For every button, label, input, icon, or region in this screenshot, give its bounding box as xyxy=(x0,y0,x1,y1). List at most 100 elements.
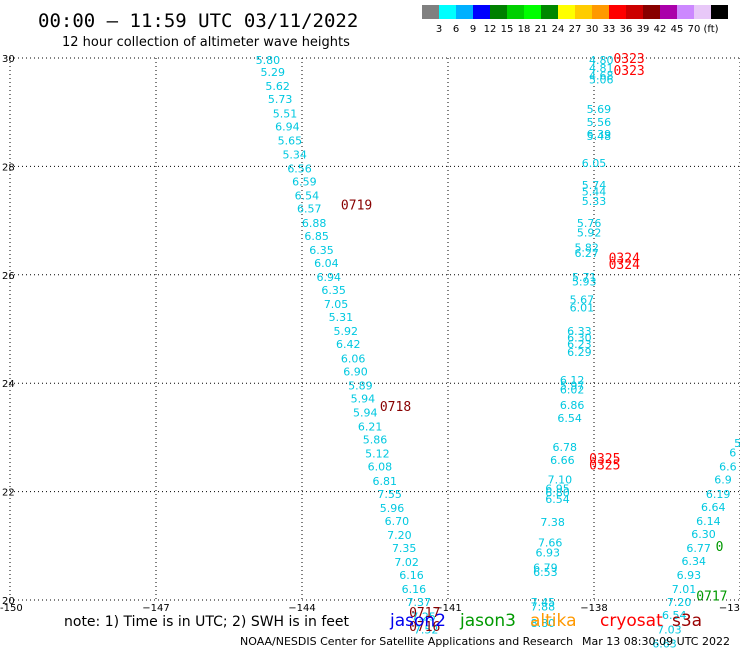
wave-height-label: 6.06 xyxy=(341,352,366,365)
wave-height-label: 6.88 xyxy=(302,217,327,230)
chart-subtitle: 12 hour collection of altimeter wave hei… xyxy=(62,35,350,50)
wave-height-label: 6.63 xyxy=(652,637,677,650)
wave-height-label: 7.35 xyxy=(392,542,417,555)
chart-title: 00:00 – 11:59 UTC 03/11/2022 xyxy=(38,10,358,32)
wave-height-label: 6.35 xyxy=(309,244,334,257)
scale-swatch xyxy=(609,5,626,19)
wave-height-label: 6.54 xyxy=(557,412,582,425)
wave-height-label: 6.05 xyxy=(582,157,607,170)
pass-time-label: 0324 xyxy=(609,251,640,266)
pass-time-label: 0717 xyxy=(409,606,440,621)
wave-height-label: 6.85 xyxy=(304,230,329,243)
wave-height-label: 5.65 xyxy=(278,134,303,147)
x-tick-label: −141 xyxy=(434,603,461,614)
scale-swatch xyxy=(541,5,558,19)
scale-swatch xyxy=(643,5,660,19)
scale-label: 70 xyxy=(688,24,701,35)
wave-height-label: 5.89 xyxy=(348,379,373,392)
wave-height-label: 6.53 xyxy=(533,566,558,579)
pass-time-label: 0716 xyxy=(409,620,440,635)
wave-height-label: 6.94 xyxy=(275,120,300,133)
wave-height-label: 6.39 xyxy=(587,128,612,141)
scale-label: 42 xyxy=(654,24,667,35)
x-tick-label: −138 xyxy=(580,603,607,614)
wave-height-label: 5.76 xyxy=(577,217,602,230)
satellite-legend-s3a: s3a xyxy=(672,611,702,631)
wave-height-label: 4.80 xyxy=(589,54,614,67)
wave-height-label: 6.78 xyxy=(553,441,578,454)
scale-label: 45 xyxy=(671,24,684,35)
wave-height-label: 7.01 xyxy=(672,583,697,596)
wave-height-label: 6.16 xyxy=(399,569,424,582)
wave-height-label: 7.45 xyxy=(531,596,556,609)
wave-height-label: 6.81 xyxy=(372,475,397,488)
timestamp: Mar 13 08:30:09 UTC 2022 xyxy=(582,635,730,648)
wave-height-label: 5.48 xyxy=(587,130,612,143)
x-tick-label: −144 xyxy=(288,603,315,614)
scale-label: 36 xyxy=(620,24,633,35)
wave-height-label: 6 xyxy=(729,447,736,460)
x-tick-label: −147 xyxy=(142,603,169,614)
wave-height-label: 6.56 xyxy=(287,163,312,176)
y-tick-label: 26 xyxy=(2,271,15,282)
scale-label: 18 xyxy=(518,24,531,35)
wave-height-label: 6.01 xyxy=(570,301,595,314)
wave-height-label: 6.54 xyxy=(295,190,320,203)
wave-height-label: 5.80 xyxy=(256,54,281,67)
wave-height-label: 5.34 xyxy=(282,148,307,161)
wave-height-label: 6.04 xyxy=(314,257,339,270)
wave-height-label: 6.66 xyxy=(550,454,575,467)
wave-height-label: 6.86 xyxy=(560,399,585,412)
wave-height-label: 7.66 xyxy=(538,537,563,550)
wave-height-label: 6.6 xyxy=(719,461,737,474)
pass-time-label: 0 xyxy=(716,540,724,555)
wave-height-label: 6.94 xyxy=(317,271,342,284)
wave-height-label: 6.35 xyxy=(321,284,346,297)
pass-time-label: 0323 xyxy=(613,64,644,79)
wave-height-label: 6.54 xyxy=(662,609,687,622)
wave-height-label: 7.10 xyxy=(548,474,573,487)
scale-label: 3 xyxy=(436,24,442,35)
wave-height-label: 7.52 xyxy=(414,623,439,636)
wave-height-label: 5.94 xyxy=(351,392,376,405)
scale-label: (ft) xyxy=(703,24,718,35)
scale-swatch xyxy=(456,5,473,19)
wave-height-label: 6.93 xyxy=(677,569,702,582)
wave-height-label: 6.9 xyxy=(714,474,732,487)
pass-time-label: 0325 xyxy=(589,459,620,474)
wave-height-label: 5.29 xyxy=(261,66,286,79)
wave-height-label: 6.27 xyxy=(574,247,599,260)
wave-height-label: 5.86 xyxy=(363,434,388,447)
wave-height-label: 7.38 xyxy=(540,516,565,529)
scale-swatch xyxy=(490,5,507,19)
wave-height-label: 5.69 xyxy=(587,103,612,116)
x-tick-label: -150 xyxy=(0,603,23,614)
wave-height-label: 6.80 xyxy=(545,487,570,500)
scale-label: 21 xyxy=(535,24,548,35)
wave-height-label: 5.12 xyxy=(365,448,390,461)
x-axis-ticks: -150 −147 −144 −141 −138 −13 xyxy=(0,603,740,614)
footer-note: note: 1) Time is in UTC; 2) SWH is in fe… xyxy=(64,614,350,630)
wave-height-label: 6.14 xyxy=(696,515,721,528)
wave-height-label: 5.94 xyxy=(353,406,378,419)
scale-label: 6 xyxy=(453,24,459,35)
wave-height-label: 5.06 xyxy=(589,74,614,87)
wave-height-label: 6.95 xyxy=(545,482,570,495)
scale-swatch xyxy=(507,5,524,19)
wave-height-label: 5.71 xyxy=(572,271,597,284)
wave-height-label: 5 xyxy=(734,437,740,450)
pass-time-labels: 0719071807170716032303230324032403250325… xyxy=(341,52,728,635)
wave-height-label: 5.82 xyxy=(574,242,599,255)
wave-height-label: 6.93 xyxy=(536,546,561,559)
y-tick-label: 28 xyxy=(2,162,15,173)
pass-time-label: 0719 xyxy=(341,198,372,213)
scale-swatch xyxy=(439,5,456,19)
wave-height-label: 7.50 xyxy=(523,648,548,650)
y-axis-ticks: 20 22 24 26 28 30 xyxy=(2,54,15,607)
pass-time-label: 0323 xyxy=(613,52,644,67)
wave-height-label: 6.19 xyxy=(706,488,731,501)
wave-height-label: 6.02 xyxy=(560,384,585,397)
scale-label: 30 xyxy=(586,24,599,35)
satellite-legend-jason3: jason3 xyxy=(459,611,516,631)
pass-time-label: 0325 xyxy=(589,452,620,467)
